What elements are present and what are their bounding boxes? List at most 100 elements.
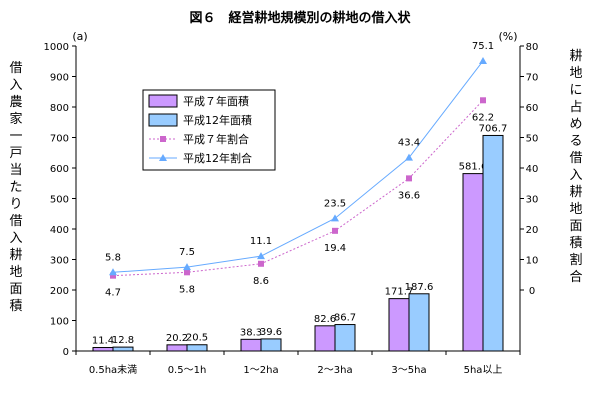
bar-data-label: 187.6 (405, 282, 434, 293)
line-data-label: 75.1 (472, 41, 494, 52)
axis-label-char: 耕 (9, 248, 23, 263)
left-axis-label: 借入農家一戸当たり借入耕地面積 (6, 60, 26, 315)
series-line-h7 (112, 99, 484, 277)
bar-data-label: 82.6 (314, 314, 336, 325)
point-h7 (480, 97, 486, 104)
axis-label-char: 耕 (569, 185, 583, 200)
series-line-h12 (112, 60, 484, 273)
axis-label-char: 一 (9, 129, 23, 144)
axis-label-char: り (9, 197, 23, 212)
right-tick-label: 30 (526, 195, 539, 206)
legend-label: 平成12年割合 (183, 151, 252, 165)
left-tick-label: 600 (50, 164, 69, 175)
line-data-label: 62.2 (472, 112, 494, 123)
axis-label-char: 地 (569, 202, 583, 217)
point-h7 (184, 269, 190, 276)
axis-label-char: 借 (569, 151, 583, 166)
bar-data-label: 20.2 (166, 333, 188, 344)
point-h12 (257, 252, 265, 260)
x-tick-label: 1～2ha (243, 365, 278, 376)
legend-label: 平成７年面積 (183, 94, 249, 108)
bar-h7 (240, 338, 262, 352)
axis-label-char: に (569, 83, 583, 98)
bar-h7 (166, 344, 188, 352)
bar-h12 (112, 346, 134, 352)
axis-label-char: 面 (569, 219, 583, 234)
right-tick-label: 50 (526, 134, 539, 145)
axis-label-char: 入 (569, 168, 583, 183)
axis-label-char: 家 (9, 112, 23, 127)
left-tick-label: 1000 (44, 42, 69, 53)
bar-data-label: 86.7 (334, 313, 356, 324)
line-data-label: 36.6 (398, 190, 420, 201)
axis-label-char: 借 (9, 214, 23, 229)
legend-label: 平成12年面積 (183, 113, 252, 127)
left-tick-label: 0 (63, 347, 69, 358)
legend-label: 平成７年割合 (183, 132, 249, 146)
bar-data-label: 706.7 (479, 123, 508, 134)
left-tick-label: 200 (50, 286, 69, 297)
point-h12 (331, 214, 339, 222)
point-h7 (110, 272, 116, 279)
bar-h7 (462, 173, 484, 352)
right-tick-label: 40 (526, 164, 539, 175)
axis-label-char: 地 (569, 66, 583, 81)
line-data-label: 19.4 (324, 243, 346, 254)
axis-label-char: 借 (9, 61, 23, 76)
bar-data-label: 171.7 (385, 287, 414, 298)
point-h12 (109, 268, 117, 276)
axis-label-char: 当 (9, 163, 23, 178)
legend-marker (159, 154, 167, 161)
left-tick-label: 800 (50, 103, 69, 114)
axis-label-char: 占 (569, 100, 583, 115)
axis-label-char: 農 (9, 95, 23, 110)
legend-marker (160, 136, 166, 142)
left-tick-label: 400 (50, 225, 69, 236)
bar-data-label: 12.8 (112, 335, 134, 346)
right-tick-label: 80 (526, 42, 539, 53)
line-data-label: 23.5 (324, 198, 346, 209)
line-data-label: 4.7 (105, 288, 121, 299)
axis-label-char: た (9, 180, 23, 195)
axis-label-char: 合 (569, 270, 583, 285)
line-data-label: 5.8 (105, 252, 121, 263)
line-data-label: 5.8 (179, 284, 195, 295)
point-h7 (258, 260, 264, 267)
right-axis-label: 耕地に占める借入耕地面積割合 (566, 48, 586, 286)
left-axis-unit: (a) (72, 30, 87, 43)
point-h12 (405, 153, 413, 161)
legend-box (142, 89, 276, 171)
axis-label-char: 入 (9, 231, 23, 246)
bar-h7 (388, 298, 410, 352)
right-tick-label: 0 (529, 286, 535, 297)
x-tick-label: 0.5～1h (168, 365, 207, 376)
right-tick-label: 60 (526, 103, 539, 114)
bar-data-label: 20.5 (186, 333, 208, 344)
left-tick-label: 900 (50, 73, 69, 84)
bar-data-label: 581.6 (459, 162, 488, 173)
axis-label-char: 戸 (9, 146, 23, 161)
line-data-label: 11.1 (250, 236, 272, 247)
axis-label-char: め (569, 117, 583, 132)
bar-h12 (260, 338, 282, 352)
axis-label-char: 耕 (569, 49, 583, 64)
legend-swatch (148, 94, 178, 108)
line-data-label: 7.5 (179, 247, 195, 258)
point-h7 (406, 175, 412, 182)
axis-label-char: る (569, 134, 583, 149)
point-h12 (183, 263, 191, 271)
right-axis-unit: (%) (498, 30, 517, 43)
chart-title: 図６ 経営耕地規模別の耕地の借入状 (189, 10, 411, 26)
bar-data-label: 38.3 (240, 327, 262, 338)
point-h7 (332, 227, 338, 234)
line-data-label: 43.4 (398, 138, 420, 149)
legend-swatch (148, 113, 178, 127)
bar-h7 (314, 325, 336, 352)
axis-label-char: 面 (9, 282, 23, 297)
right-tick-label: 70 (526, 73, 539, 84)
axis-label-char: 割 (569, 253, 583, 268)
bar-h12 (186, 344, 208, 352)
bar-data-label: 11.4 (92, 336, 114, 347)
